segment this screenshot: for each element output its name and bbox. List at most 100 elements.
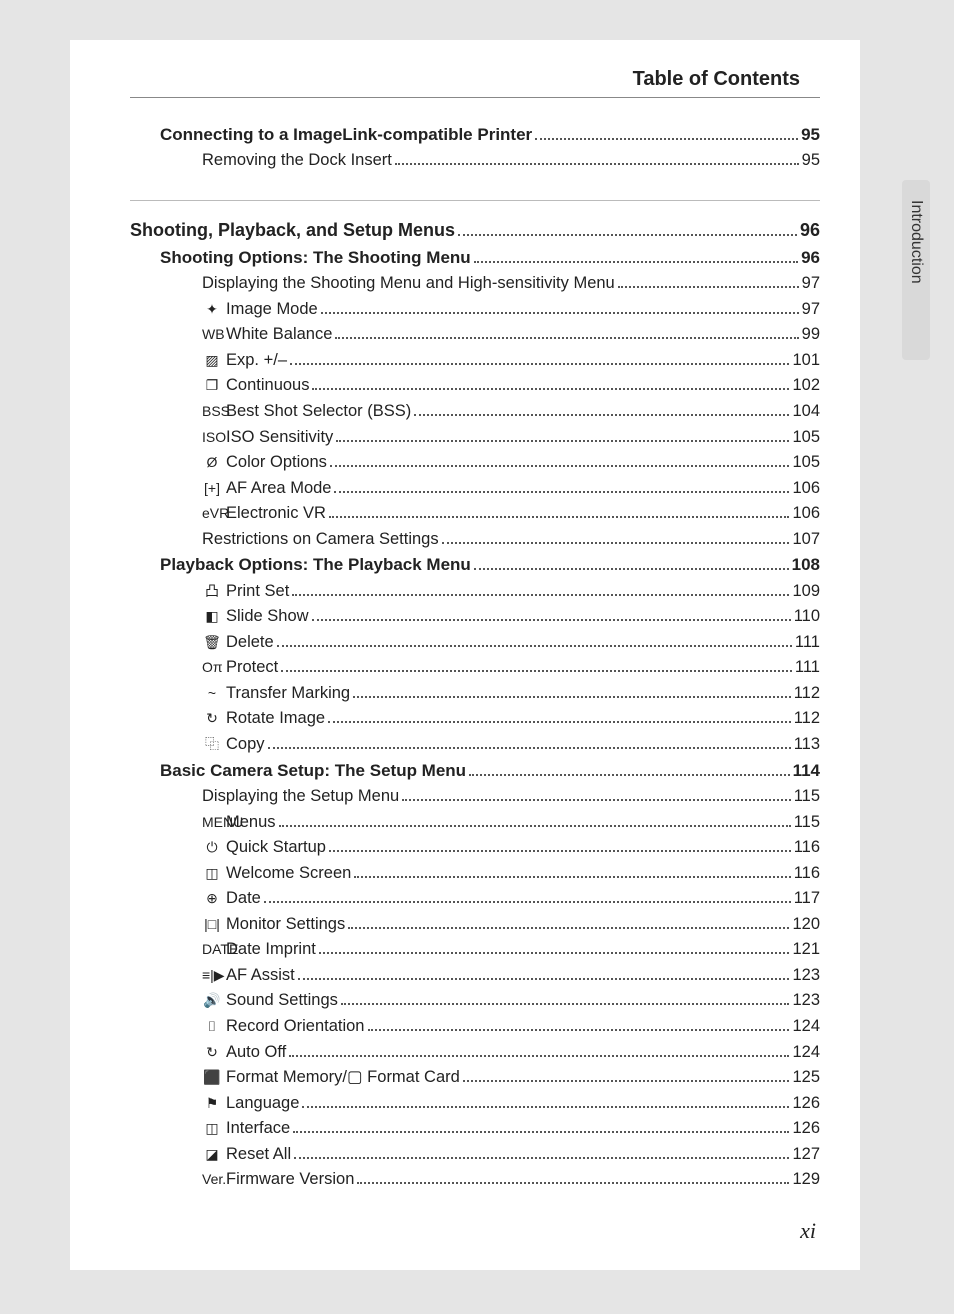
toc-entry[interactable]: Displaying the Setup Menu115	[202, 784, 820, 810]
toc-entry[interactable]: ✦Image Mode97	[202, 297, 820, 323]
toc-entry-text: Exp. +/–	[226, 351, 287, 369]
toc-entry-page: 126	[792, 1116, 820, 1142]
toc-entry[interactable]: 凸Print Set109	[202, 579, 820, 605]
toc-entry-text: Slide Show	[226, 607, 309, 625]
toc-entry-icon: ⿻	[202, 734, 222, 756]
toc-entry[interactable]: ◪Reset All127	[202, 1142, 820, 1168]
toc-entry[interactable]: WBWhite Balance99	[202, 322, 820, 348]
toc-entry[interactable]: ⊕Date117	[202, 886, 820, 912]
toc-entry[interactable]: ◫Interface126	[202, 1116, 820, 1142]
toc-entry[interactable]: Displaying the Shooting Menu and High-se…	[202, 271, 820, 297]
toc-entry-label: ≡|▶AF Assist	[202, 963, 295, 989]
toc-entry-icon: ◫	[202, 1118, 222, 1140]
toc-entry-text: AF Assist	[226, 966, 295, 984]
toc-entry[interactable]: ≡|▶AF Assist123	[202, 963, 820, 989]
toc-entry[interactable]: Ver.Firmware Version129	[202, 1167, 820, 1193]
toc-leader-dots	[414, 414, 789, 416]
toc-entry[interactable]: ◫Welcome Screen116	[202, 861, 820, 887]
toc-entry[interactable]: BSSBest Shot Selector (BSS)104	[202, 399, 820, 425]
toc-leader-dots	[281, 670, 792, 672]
toc-entry[interactable]: MENUMenus115	[202, 810, 820, 836]
toc-entry[interactable]: eVRElectronic VR106	[202, 501, 820, 527]
toc-entry-page: 110	[794, 604, 820, 630]
toc-entry[interactable]: |□|Monitor Settings120	[202, 912, 820, 938]
toc-entry-icon: [+]	[202, 478, 222, 500]
toc-entry[interactable]: Restrictions on Camera Settings107	[202, 527, 820, 553]
toc-leader-dots	[474, 261, 798, 263]
toc-entry[interactable]: ▨Exp. +/–101	[202, 348, 820, 374]
toc-entry-page: 115	[794, 784, 820, 810]
toc-entry[interactable]: 🗑Delete111	[202, 630, 820, 656]
toc-entry-icon: ⚑	[202, 1093, 222, 1115]
toc-entry-label: ⚑Language	[202, 1091, 299, 1117]
toc-entry-text: Restrictions on Camera Settings	[202, 530, 439, 548]
toc-entry[interactable]: [+]AF Area Mode 106	[202, 476, 820, 502]
toc-entry[interactable]: Playback Options: The Playback Menu108	[160, 552, 820, 578]
toc-entry-icon: Oπ	[202, 657, 222, 679]
toc-entry-text: AF Area Mode	[226, 479, 331, 497]
toc-entry-text: Electronic VR	[226, 504, 326, 522]
toc-entry[interactable]: Basic Camera Setup: The Setup Menu114	[160, 758, 820, 784]
section-tab-label: Introduction	[907, 200, 925, 284]
toc-entry-icon: 🔊	[202, 990, 222, 1012]
toc-entry[interactable]: ↻Rotate Image112	[202, 706, 820, 732]
toc-entry[interactable]: ØColor Options105	[202, 450, 820, 476]
toc-entry-page: 95	[802, 148, 820, 174]
toc-entry-page: 105	[792, 425, 820, 451]
toc-leader-dots	[312, 388, 789, 390]
toc-entry-text: Transfer Marking	[226, 684, 350, 702]
toc-entry-label: ~Transfer Marking	[202, 681, 350, 707]
toc-entry-page: 109	[792, 579, 820, 605]
toc-entry-text: Color Options	[226, 453, 327, 471]
toc-entry[interactable]: Removing the Dock Insert 95	[202, 148, 820, 174]
toc-entry-label: Removing the Dock Insert	[202, 148, 392, 174]
toc-leader-dots	[292, 594, 789, 596]
toc-entry[interactable]: ~Transfer Marking112	[202, 681, 820, 707]
toc-entry[interactable]: ⏻Quick Startup116	[202, 835, 820, 861]
toc-leader-dots	[357, 1182, 789, 1184]
toc-entry[interactable]: ↻Auto Off124	[202, 1040, 820, 1066]
toc-entry[interactable]: ❐Continuous102	[202, 373, 820, 399]
toc-entry-page: 112	[794, 706, 820, 732]
toc-entry-page: 96	[800, 217, 820, 245]
toc-leader-dots	[341, 1003, 790, 1005]
toc-entry[interactable]: OπProtect111	[202, 655, 820, 681]
toc-leader-dots	[321, 312, 799, 314]
toc-entry-label: ⊕Date	[202, 886, 261, 912]
page-header-title: Table of Contents	[130, 68, 820, 91]
toc-entry-page: 120	[792, 912, 820, 938]
toc-leader-dots	[353, 696, 791, 698]
toc-entry[interactable]: DATEDate Imprint121	[202, 937, 820, 963]
toc-entry[interactable]: Shooting Options: The Shooting Menu96	[160, 245, 820, 271]
toc-leader-dots	[264, 901, 791, 903]
toc-entry-page: 105	[792, 450, 820, 476]
toc-entry-page: 106	[792, 501, 820, 527]
toc-entry[interactable]: ◧Slide Show110	[202, 604, 820, 630]
toc-entry-page: 106	[792, 476, 820, 502]
toc-entry-icon: |□|	[202, 914, 222, 936]
toc-entry[interactable]: 🔊Sound Settings123	[202, 988, 820, 1014]
toc-entry-icon: ⊕	[202, 888, 222, 910]
toc-entry-label: Shooting, Playback, and Setup Menus	[130, 217, 455, 245]
toc-entry[interactable]: ISOISO Sensitivity105	[202, 425, 820, 451]
toc-entry-label: ↻Auto Off	[202, 1040, 286, 1066]
toc-entry-page: 115	[794, 810, 820, 836]
toc-entry[interactable]: ⚑Language126	[202, 1091, 820, 1117]
toc-leader-dots	[277, 645, 792, 647]
toc-entry[interactable]: ⬛Format Memory/▢ Format Card125	[202, 1065, 820, 1091]
toc-entry-page: 97	[802, 297, 820, 323]
toc-entry[interactable]: ⿻Copy113	[202, 732, 820, 758]
toc-entry-text: Displaying the Shooting Menu and High-se…	[202, 274, 615, 292]
toc-entry-page: 127	[792, 1142, 820, 1168]
toc-entry-page: 129	[792, 1167, 820, 1193]
toc-entry[interactable]: Connecting to a ImageLink-compatible Pri…	[160, 122, 820, 148]
toc-entry-icon: ~	[202, 683, 222, 705]
toc-leader-dots	[354, 876, 790, 878]
toc-entry-text: Shooting, Playback, and Setup Menus	[130, 220, 455, 240]
toc-divider	[130, 200, 820, 201]
toc-entry[interactable]: ⌷Record Orientation124	[202, 1014, 820, 1040]
toc-leader-dots	[294, 1157, 789, 1159]
toc-entry[interactable]: Shooting, Playback, and Setup Menus 96	[130, 217, 820, 245]
toc-entry-text: Connecting to a ImageLink-compatible Pri…	[160, 125, 532, 144]
toc-entry-label: Connecting to a ImageLink-compatible Pri…	[160, 122, 532, 148]
